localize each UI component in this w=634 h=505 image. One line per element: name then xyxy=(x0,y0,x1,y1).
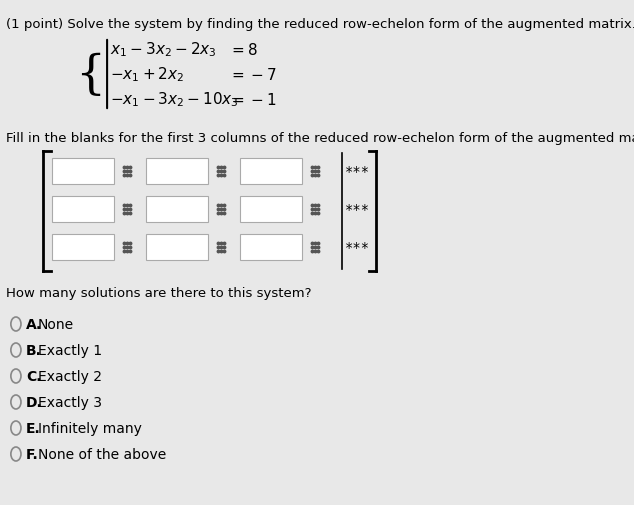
Text: C.: C. xyxy=(26,369,42,383)
FancyBboxPatch shape xyxy=(146,234,208,261)
FancyBboxPatch shape xyxy=(240,196,302,223)
Circle shape xyxy=(11,395,21,409)
FancyBboxPatch shape xyxy=(240,234,302,261)
Text: A.: A. xyxy=(26,317,42,331)
FancyBboxPatch shape xyxy=(52,196,113,223)
Text: Exactly 2: Exactly 2 xyxy=(37,369,101,383)
Text: {: { xyxy=(75,52,106,97)
Circle shape xyxy=(11,369,21,383)
FancyBboxPatch shape xyxy=(146,159,208,185)
Text: $= 8$: $= 8$ xyxy=(230,42,259,58)
Text: None of the above: None of the above xyxy=(37,447,166,461)
Text: ***: *** xyxy=(345,203,370,217)
Text: (1 point) Solve the system by finding the reduced row-echelon form of the augmen: (1 point) Solve the system by finding th… xyxy=(6,18,634,31)
Text: ***: *** xyxy=(345,165,370,179)
Text: Exactly 3: Exactly 3 xyxy=(37,395,101,409)
FancyBboxPatch shape xyxy=(146,196,208,223)
FancyBboxPatch shape xyxy=(240,159,302,185)
Text: None: None xyxy=(37,317,74,331)
Text: $x_1 - 3x_2 - 2x_3$: $x_1 - 3x_2 - 2x_3$ xyxy=(110,40,217,59)
FancyBboxPatch shape xyxy=(52,234,113,261)
Circle shape xyxy=(11,343,21,358)
FancyBboxPatch shape xyxy=(52,159,113,185)
Text: D.: D. xyxy=(26,395,43,409)
Text: $-x_1 - 3x_2 - 10x_3$: $-x_1 - 3x_2 - 10x_3$ xyxy=(110,90,239,109)
Text: $-x_1 + 2x_2$: $-x_1 + 2x_2$ xyxy=(110,66,184,84)
Text: Exactly 1: Exactly 1 xyxy=(37,343,101,358)
Text: E.: E. xyxy=(26,421,41,435)
Circle shape xyxy=(11,317,21,331)
Text: ***: *** xyxy=(345,240,370,255)
Text: Infinitely many: Infinitely many xyxy=(37,421,141,435)
Circle shape xyxy=(11,447,21,461)
Text: How many solutions are there to this system?: How many solutions are there to this sys… xyxy=(6,286,311,299)
Text: B.: B. xyxy=(26,343,42,358)
Text: F.: F. xyxy=(26,447,39,461)
Text: Fill in the blanks for the first 3 columns of the reduced row-echelon form of th: Fill in the blanks for the first 3 colum… xyxy=(6,132,634,145)
Text: $= -1$: $= -1$ xyxy=(230,92,277,108)
Text: $= -7$: $= -7$ xyxy=(230,67,277,83)
Circle shape xyxy=(11,421,21,435)
